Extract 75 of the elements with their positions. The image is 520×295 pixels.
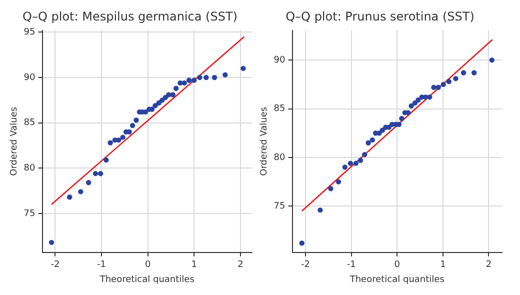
y-tick-label: 75 [24,208,36,219]
y-tick-label: 95 [24,28,36,38]
point [348,160,354,166]
point [489,57,495,63]
y-tick-label: 90 [274,55,286,66]
point [427,94,432,100]
x-tick-label: -2 [50,260,60,270]
x-tick-label: -1 [346,260,356,270]
point [186,78,192,83]
chart-title: Q–Q plot: Mespilus germanica (SST) [22,9,238,24]
point [104,157,109,163]
point [204,74,209,80]
point [78,189,84,194]
point [197,74,202,80]
point [353,160,359,166]
point [366,140,371,146]
point [408,103,414,108]
x-tick-label: 2 [486,260,492,270]
point [460,70,466,76]
point [192,78,197,83]
point [299,240,304,246]
x-axis-title: Theoretical quantiles [348,274,445,285]
point [380,128,386,133]
point [160,98,165,103]
point [48,240,54,246]
point [92,170,98,176]
point [412,100,418,106]
point [406,110,411,116]
point [182,80,187,86]
x-tick-label: -2 [301,260,310,270]
point [66,194,72,200]
point [431,84,436,90]
y-tick-label: 75 [274,201,286,212]
point [222,72,228,78]
x-axis-title: Theoretical quantiles [98,274,195,285]
y-tick-label: 85 [24,118,36,128]
x-tick-label: 0 [144,260,151,270]
point [370,137,375,143]
point [152,103,158,108]
point [440,82,446,88]
point [336,179,342,184]
point [342,164,348,170]
point [116,137,122,143]
y-tick-label: 85 [274,104,286,114]
point [446,78,452,84]
x-tick-label: 2 [238,260,244,270]
point [170,92,176,98]
point [318,207,323,213]
point [173,86,179,91]
y-tick-label: 80 [274,152,286,163]
y-axis-title: Ordered Values [260,106,270,176]
point [416,97,421,103]
y-axis-title: Ordered Values [10,106,20,176]
point [120,134,126,140]
point [98,170,104,176]
y-tick-label: 90 [24,72,36,83]
point [240,66,246,72]
point [212,74,218,80]
point [471,70,477,76]
x-tick-label: 1 [440,260,446,270]
point [453,76,458,82]
x-tick-label: 0 [394,260,400,270]
point [134,118,139,123]
point [108,140,113,146]
x-tick-label: 1 [191,260,197,270]
point [358,158,364,163]
point [399,116,404,122]
point [86,180,92,186]
x-tick-label: -1 [97,260,106,270]
point [362,152,368,158]
y-tick-label: 80 [24,163,36,174]
point [130,122,136,128]
point [328,186,334,192]
chart-title: Q–Q plot: Prunus serotina (SST) [286,9,474,24]
point [436,84,441,90]
